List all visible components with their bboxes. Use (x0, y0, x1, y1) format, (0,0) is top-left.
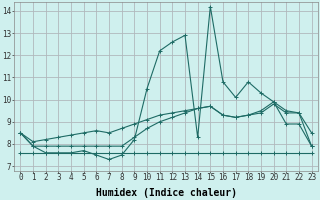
X-axis label: Humidex (Indice chaleur): Humidex (Indice chaleur) (95, 188, 236, 198)
